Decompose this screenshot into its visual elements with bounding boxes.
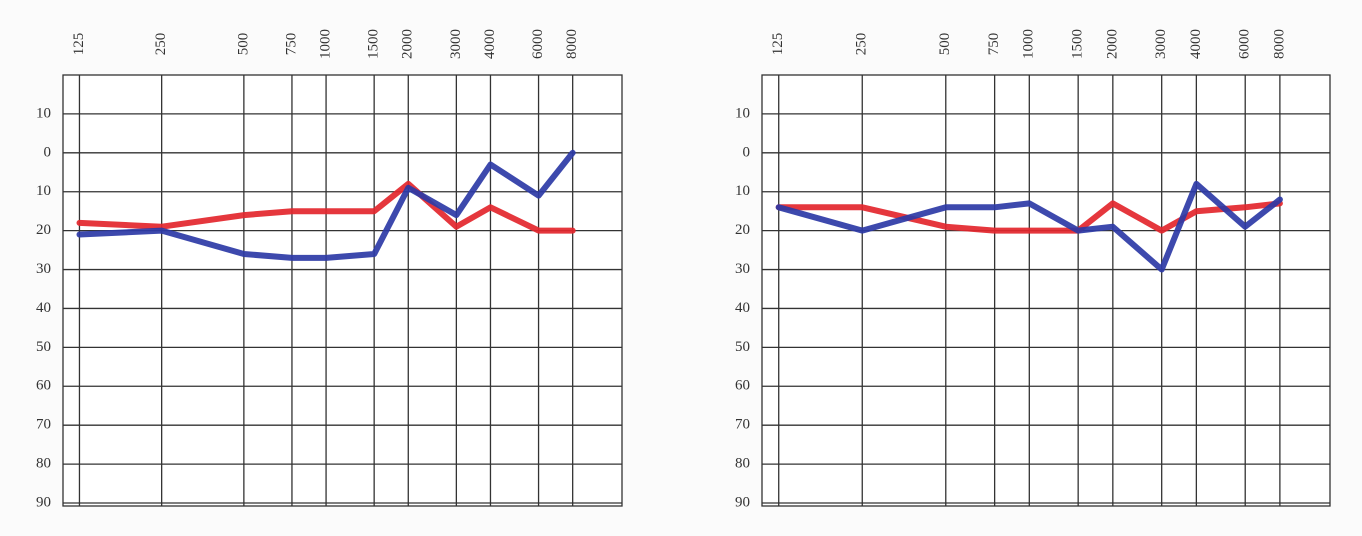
x-tick-label: 500 — [235, 33, 251, 56]
y-tick-label: 90 — [36, 494, 51, 510]
y-tick-label: 80 — [36, 456, 51, 472]
y-tick-label: 0 — [44, 144, 52, 160]
series-line — [775, 180, 1283, 273]
y-tick-label: 60 — [36, 378, 51, 394]
x-tick-label: 6000 — [530, 29, 546, 59]
y-tick-label: 10 — [36, 183, 51, 199]
x-tick-label: 6000 — [1237, 29, 1253, 59]
y-tick-label: 10 — [36, 105, 51, 121]
y-tick-label: 70 — [735, 417, 750, 433]
x-tick-label: 125 — [770, 33, 786, 56]
y-tick-label: 20 — [36, 222, 51, 238]
y-tick-label: 10 — [735, 183, 750, 199]
y-tick-label: 30 — [36, 261, 51, 277]
x-tick-label: 3000 — [1153, 29, 1169, 59]
x-tick-label: 4000 — [1188, 29, 1204, 59]
x-tick-label: 2000 — [400, 29, 416, 59]
y-tick-label: 80 — [735, 456, 750, 472]
x-tick-label: 125 — [71, 33, 87, 56]
x-tick-label: 8000 — [564, 29, 580, 59]
y-tick-label: 0 — [743, 144, 751, 160]
y-tick-label: 10 — [735, 105, 750, 121]
series-line — [76, 180, 576, 234]
y-tick-label: 70 — [36, 417, 51, 433]
x-tick-label: 2000 — [1104, 29, 1120, 59]
y-tick-label: 40 — [36, 300, 51, 316]
plot-frame — [761, 74, 1331, 507]
x-tick-label: 500 — [937, 33, 953, 56]
x-tick-label: 750 — [986, 33, 1002, 56]
y-tick-label: 30 — [735, 261, 750, 277]
series-line — [76, 149, 576, 261]
y-tick-label: 50 — [735, 339, 750, 355]
x-tick-label: 1500 — [366, 29, 382, 59]
y-tick-label: 60 — [735, 378, 750, 394]
x-tick-label: 750 — [283, 33, 299, 56]
x-tick-label: 8000 — [1271, 29, 1287, 59]
x-tick-label: 1000 — [1021, 29, 1037, 59]
x-tick-label: 3000 — [448, 29, 464, 59]
x-tick-label: 1500 — [1070, 29, 1086, 59]
y-tick-label: 90 — [735, 494, 750, 510]
x-tick-label: 250 — [854, 33, 870, 56]
x-tick-label: 4000 — [482, 29, 498, 59]
x-tick-label: 250 — [153, 33, 169, 56]
plot-frame — [62, 74, 623, 507]
x-tick-label: 1000 — [318, 29, 334, 59]
y-tick-label: 50 — [36, 339, 51, 355]
y-tick-label: 40 — [735, 300, 750, 316]
y-tick-label: 20 — [735, 222, 750, 238]
